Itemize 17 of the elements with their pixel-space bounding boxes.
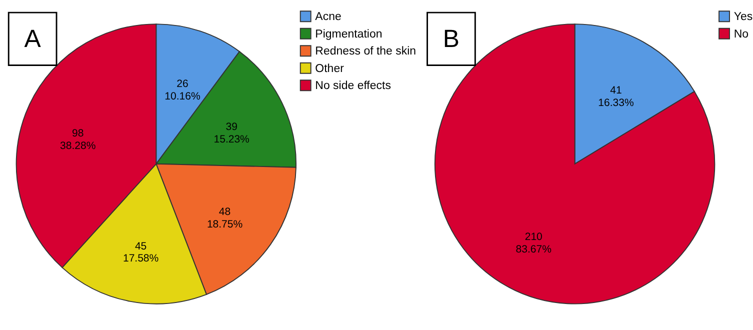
legend-label: Pigmentation xyxy=(315,28,382,40)
data-label: 98 38.28% xyxy=(60,128,96,152)
data-label: 26 10.16% xyxy=(164,78,200,103)
pie-slice xyxy=(434,24,716,304)
legend-label: Yes xyxy=(734,11,753,24)
data-label: 41 16.33% xyxy=(598,84,634,110)
text: A xyxy=(24,25,42,54)
legend-label: Acne xyxy=(315,11,342,24)
text: B xyxy=(442,25,460,54)
legend-label: No side effects xyxy=(315,80,392,92)
data-label: 45 17.58% xyxy=(122,240,159,265)
legend-label: No xyxy=(734,28,749,40)
data-label: 48 18.75% xyxy=(206,206,243,231)
data-label: 39 15.23% xyxy=(214,120,250,146)
legend-label: Other xyxy=(315,62,344,75)
data-label: 210 83.67% xyxy=(516,230,552,256)
legend-label: Redness of the skin xyxy=(315,46,416,58)
